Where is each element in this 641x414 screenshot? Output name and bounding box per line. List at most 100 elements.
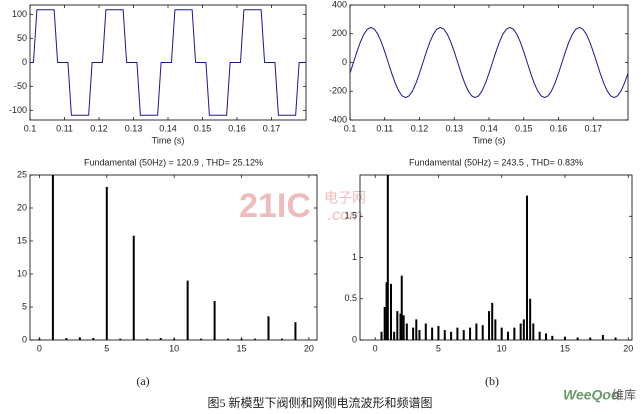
x-tick-label: 5 (436, 343, 441, 353)
bar (227, 338, 230, 340)
bar (385, 282, 388, 340)
bar (551, 335, 554, 340)
x-tick-label: 0.13 (125, 123, 143, 133)
chart-title: Fundamental (50Hz) = 120.9 , THD= 25.12% (84, 157, 263, 167)
y-tick-label: 15 (17, 235, 27, 245)
y-tick-label: 0.5 (344, 293, 357, 303)
x-tick-label: 0.12 (411, 123, 429, 133)
x-tick-label: 15 (237, 343, 247, 353)
bar (380, 331, 383, 340)
bar (525, 195, 528, 340)
x-tick-label: 0.13 (445, 123, 463, 133)
bar (240, 338, 243, 340)
bar (213, 301, 216, 340)
x-tick-label: 0.16 (228, 123, 246, 133)
bar (589, 337, 592, 340)
watermark: WeeQoo (563, 387, 620, 403)
bar (475, 323, 478, 340)
bar (415, 319, 418, 340)
bar (396, 311, 399, 340)
y-tick-label: 400 (332, 0, 347, 9)
bar (267, 316, 270, 340)
y-tick-label: 100 (12, 9, 27, 19)
plot-area (38, 175, 297, 340)
bar (393, 331, 396, 340)
bar (462, 330, 465, 340)
x-tick-label: 0.14 (480, 123, 498, 133)
y-tick-label: 0 (342, 57, 347, 67)
bar (522, 319, 525, 340)
bar (119, 338, 122, 340)
bar (563, 336, 566, 340)
bar (494, 319, 497, 340)
y-tick-label: 0 (22, 57, 27, 67)
x-tick-label: 0.1 (344, 123, 357, 133)
caption: (a) (136, 374, 149, 388)
bar (601, 335, 604, 340)
watermark: 电子网 (324, 190, 366, 206)
bar (405, 323, 408, 340)
bar (532, 323, 535, 340)
plot-frame (349, 4, 629, 121)
x-tick-label: 5 (104, 343, 109, 353)
bar (424, 323, 427, 340)
bar (456, 327, 459, 340)
line (350, 26, 628, 99)
bar (513, 327, 516, 340)
bar (92, 338, 95, 340)
plot-area (30, 9, 306, 116)
bar (450, 331, 453, 340)
x-tick-label: 0.16 (550, 123, 568, 133)
line (30, 9, 306, 116)
bar (614, 337, 617, 340)
bar (38, 338, 41, 340)
bar (132, 235, 135, 340)
y-tick-label: 1.5 (344, 211, 357, 221)
bar (481, 325, 484, 340)
bar (491, 302, 494, 340)
x-tick-label: 0.11 (56, 123, 73, 133)
bar (488, 311, 491, 340)
y-tick-label: -50 (14, 81, 27, 91)
bar (146, 338, 149, 340)
x-tick-label: 0.1 (24, 123, 37, 133)
bar (507, 331, 510, 340)
y-tick-label: -100 (9, 105, 27, 115)
caption: (b) (485, 374, 499, 388)
x-tick-label: 0.15 (515, 123, 533, 133)
y-tick-label: 25 (17, 169, 27, 179)
x-tick-label: 0.17 (584, 123, 602, 133)
x-tick-label: 0.14 (159, 123, 177, 133)
chart-title: Fundamental (50Hz) = 243.5 , THD= 0.83% (409, 157, 583, 167)
bar (386, 175, 389, 340)
x-tick-label: 10 (169, 343, 179, 353)
bar (159, 338, 162, 340)
bar (51, 175, 54, 340)
x-tick-label: 20 (304, 343, 314, 353)
bar (105, 186, 108, 340)
bar (431, 327, 434, 340)
watermark: 维库 (612, 387, 636, 402)
x-axis-label: Time (s) (152, 135, 185, 145)
bar (78, 337, 81, 340)
y-tick-label: 0 (352, 334, 357, 344)
bar (294, 322, 297, 340)
y-tick-label: -200 (329, 86, 347, 96)
y-tick-label: -400 (329, 114, 347, 124)
bar (576, 337, 579, 340)
bar (519, 323, 522, 340)
watermark: 21IC (239, 187, 311, 225)
x-tick-label: 20 (623, 343, 633, 353)
y-tick-label: 200 (332, 28, 347, 38)
bar (400, 275, 403, 340)
watermark: .com (328, 207, 363, 224)
bar (186, 280, 189, 340)
bar (529, 298, 532, 340)
bar (418, 330, 421, 340)
x-tick-label: 0.11 (376, 123, 393, 133)
bar (412, 327, 415, 340)
plot-area (350, 26, 628, 99)
figure-caption: 图5 新模型下阀侧和网侧电流波形和频谱图 (207, 395, 432, 410)
y-tick-label: 50 (17, 33, 27, 43)
